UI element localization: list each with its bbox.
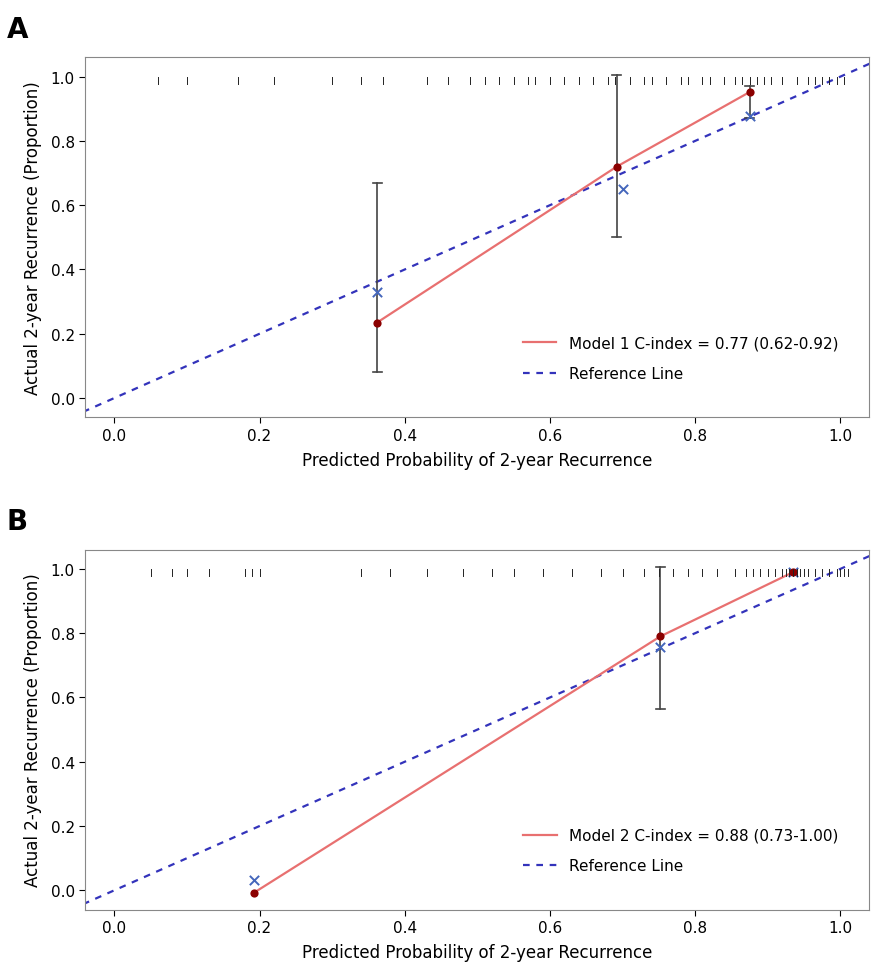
Text: B: B: [7, 508, 28, 536]
Point: [610, 159, 624, 175]
Point: [742, 109, 757, 124]
Point: [246, 885, 260, 901]
Point: [246, 872, 260, 888]
Point: [370, 285, 385, 300]
Point: [786, 564, 800, 580]
Point: [742, 85, 757, 101]
Point: [653, 629, 667, 645]
Y-axis label: Actual 2-year Recurrence (Proportion): Actual 2-year Recurrence (Proportion): [24, 573, 43, 887]
Point: [370, 315, 385, 331]
Y-axis label: Actual 2-year Recurrence (Proportion): Actual 2-year Recurrence (Proportion): [24, 81, 43, 395]
Legend: Model 2 C-index = 0.88 (0.73-1.00), Reference Line: Model 2 C-index = 0.88 (0.73-1.00), Refe…: [523, 828, 838, 873]
Text: A: A: [7, 16, 28, 44]
X-axis label: Predicted Probability of 2-year Recurrence: Predicted Probability of 2-year Recurren…: [302, 452, 652, 469]
Point: [786, 564, 800, 580]
Legend: Model 1 C-index = 0.77 (0.62-0.92), Reference Line: Model 1 C-index = 0.77 (0.62-0.92), Refe…: [523, 336, 838, 381]
Point: [616, 182, 630, 198]
Point: [653, 640, 667, 655]
X-axis label: Predicted Probability of 2-year Recurrence: Predicted Probability of 2-year Recurren…: [302, 944, 652, 961]
